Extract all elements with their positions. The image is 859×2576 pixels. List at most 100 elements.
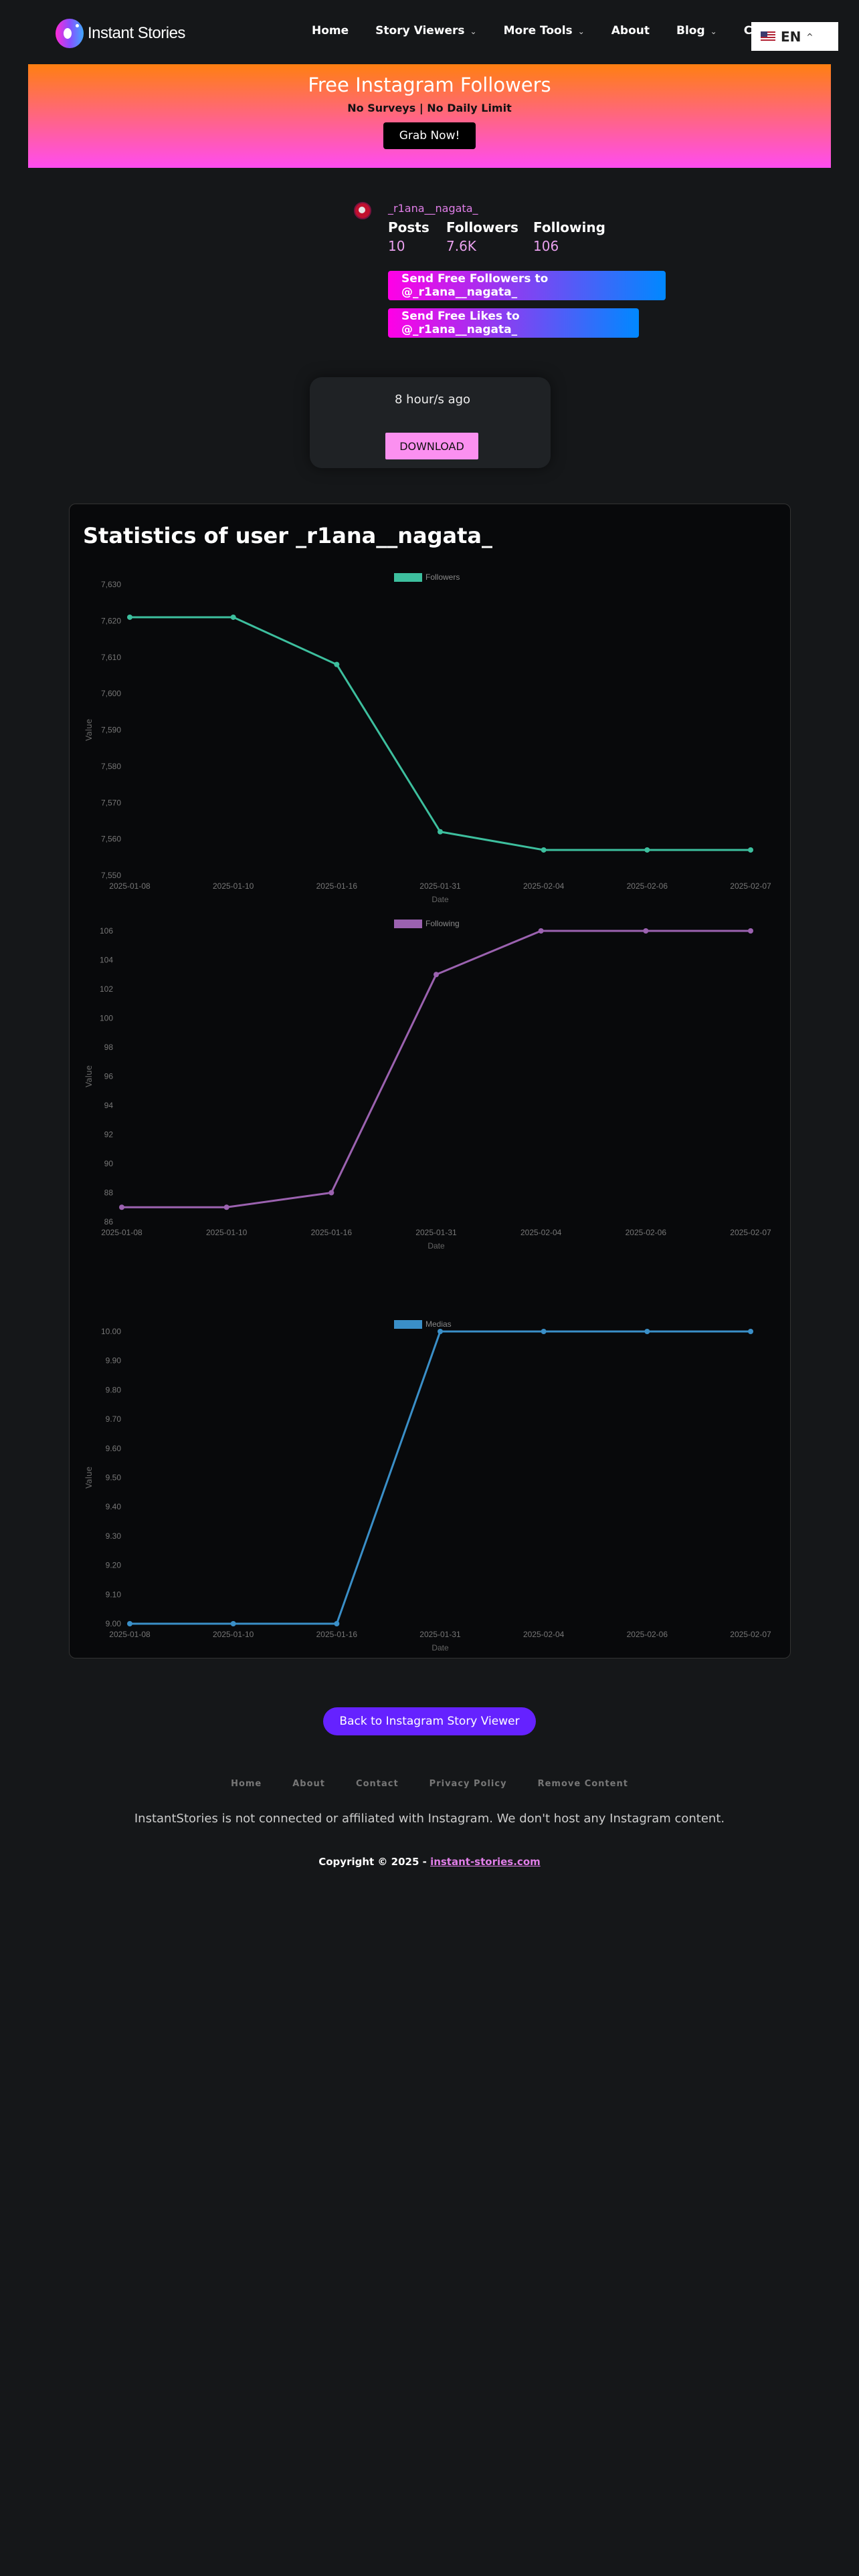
footer-link-about[interactable]: About <box>292 1779 326 1789</box>
logo-text: Instant Stories <box>88 24 185 42</box>
x-axis-label: Date <box>432 895 449 904</box>
disclaimer: InstantStories is not connected or affil… <box>134 1812 725 1826</box>
y-tick-label: 7,610 <box>101 653 121 662</box>
username[interactable]: _r1ana__nagata_ <box>388 202 478 215</box>
y-tick-label: 7,630 <box>101 580 121 589</box>
chevron-down-icon: ⌄ <box>710 27 717 36</box>
y-tick-label: 9.40 <box>106 1502 122 1511</box>
statistics-title: Statistics of user _r1ana__nagata_ <box>83 523 492 548</box>
logo[interactable]: Instant Stories <box>56 19 185 48</box>
data-point <box>748 847 753 853</box>
nav-more-tools[interactable]: More Tools ⌄ <box>504 24 585 37</box>
x-tick-label: 2025-02-07 <box>730 1630 771 1639</box>
download-button[interactable]: DOWNLOAD <box>385 433 478 459</box>
chevron-up-icon: ^ <box>806 31 814 41</box>
data-point <box>541 1329 547 1334</box>
data-point <box>538 928 544 934</box>
x-tick-label: 2025-01-10 <box>213 881 254 891</box>
site-link[interactable]: instant-stories.com <box>430 1856 541 1868</box>
nav-story-viewers[interactable]: Story Viewers ⌄ <box>375 24 476 37</box>
data-point <box>119 1204 124 1210</box>
x-tick-label: 2025-01-10 <box>206 1228 248 1237</box>
y-axis-label: Value <box>84 1467 94 1489</box>
y-tick-label: 9.20 <box>106 1561 122 1570</box>
data-point <box>541 847 547 853</box>
data-point <box>643 928 649 934</box>
y-tick-label: 9.50 <box>106 1473 122 1483</box>
legend-swatch <box>394 920 422 928</box>
footer-link-home[interactable]: Home <box>231 1779 262 1789</box>
y-tick-label: 9.70 <box>106 1414 122 1424</box>
nav-contact[interactable]: C <box>744 24 752 37</box>
back-to-story-viewer-button[interactable]: Back to Instagram Story Viewer <box>323 1707 536 1735</box>
data-point <box>127 1621 132 1626</box>
nav-label: Story Viewers <box>375 24 465 37</box>
following-label: Following <box>533 219 605 235</box>
footer-link-contact[interactable]: Contact <box>356 1779 399 1789</box>
posts-value: 10 <box>388 238 405 254</box>
x-tick-label: 2025-01-16 <box>316 1630 358 1639</box>
legend-swatch <box>394 1320 422 1329</box>
main-nav: Home Story Viewers ⌄ More Tools ⌄ About Bl… <box>312 24 752 37</box>
data-point <box>127 614 132 620</box>
send-followers-button[interactable]: Send Free Followers to @_r1ana__nagata_ <box>388 271 666 300</box>
y-tick-label: 90 <box>104 1159 114 1168</box>
y-tick-label: 92 <box>104 1130 114 1140</box>
posts-label: Posts <box>388 219 430 235</box>
y-tick-label: 96 <box>104 1072 114 1081</box>
y-tick-label: 94 <box>104 1101 114 1110</box>
y-tick-label: 7,590 <box>101 726 121 735</box>
x-tick-label: 2025-01-08 <box>101 1228 142 1237</box>
language-selector[interactable]: EN ^ <box>751 22 838 51</box>
y-tick-label: 9.60 <box>106 1444 122 1453</box>
grab-now-button[interactable]: Grab Now! <box>383 122 476 149</box>
x-tick-label: 2025-02-04 <box>523 1630 565 1639</box>
y-tick-label: 102 <box>100 984 113 994</box>
statistics-card <box>69 504 791 1658</box>
medias-chart: Medias 10.00 9.90 9.80 9.70 9.60 9.50 9.40 9.30 9… <box>84 1319 771 1652</box>
data-point <box>334 1621 340 1626</box>
copyright: Copyright © 2025 - instant-stories.com <box>0 1856 859 1868</box>
y-tick-label: 9.90 <box>106 1356 122 1366</box>
data-point <box>644 847 650 853</box>
y-tick-label: 98 <box>104 1043 114 1052</box>
legend-label: Medias <box>425 1319 452 1329</box>
y-axis-label: Value <box>84 1065 94 1087</box>
y-tick-label: 88 <box>104 1188 114 1198</box>
following-chart: Following 106 104 102 100 98 96 94 92 90 88 86 Value… <box>84 919 771 1251</box>
following-value: 106 <box>533 238 559 254</box>
followers-value: 7.6K <box>446 238 476 254</box>
series-line <box>130 1330 751 1625</box>
x-axis-label: Date <box>427 1241 445 1251</box>
chevron-down-icon: ⌄ <box>470 27 477 36</box>
data-point <box>230 1621 236 1626</box>
send-likes-button[interactable]: Send Free Likes to @_r1ana__nagata_ <box>388 308 639 338</box>
us-flag-icon <box>761 31 775 42</box>
data-point <box>748 928 753 934</box>
legend-label: Following <box>425 919 460 928</box>
footer-link-remove-content[interactable]: Remove Content <box>537 1779 628 1789</box>
y-tick-label: 9.30 <box>106 1531 122 1541</box>
nav-label: C <box>743 24 753 37</box>
nav-about[interactable]: About <box>611 24 650 37</box>
data-point <box>748 1329 753 1334</box>
x-tick-label: 2025-01-16 <box>316 881 358 891</box>
y-tick-label: 9.80 <box>106 1385 122 1394</box>
language-label: EN <box>781 28 801 45</box>
data-point <box>438 1329 443 1334</box>
nav-home[interactable]: Home <box>312 24 349 37</box>
y-tick-label: 10.00 <box>101 1327 121 1336</box>
x-axis-label: Date <box>432 1643 449 1652</box>
legend-swatch <box>394 573 422 582</box>
footer-link-privacy[interactable]: Privacy Policy <box>429 1779 507 1789</box>
nav-blog[interactable]: Blog ⌄ <box>676 24 717 37</box>
y-tick-label: 7,550 <box>101 871 121 880</box>
x-tick-label: 2025-02-06 <box>627 881 668 891</box>
y-tick-label: 7,620 <box>101 616 121 625</box>
y-tick-label: 104 <box>100 956 113 965</box>
x-tick-label: 2025-01-08 <box>109 1630 151 1639</box>
chevron-down-icon: ⌄ <box>577 27 585 36</box>
nav-label: More Tools <box>503 24 573 37</box>
promo-banner: Free Instagram Followers No Surveys | No… <box>28 64 831 168</box>
footer-links: Home About Contact Privacy Policy Remove… <box>0 1779 859 1789</box>
